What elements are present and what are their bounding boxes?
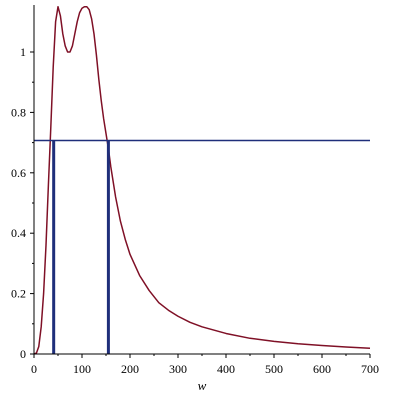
y-tick-label-5: 1 [20,45,26,59]
y-tick-label-1: 0.2 [11,287,26,301]
x-tick-label-0: 0 [31,362,37,376]
x-tick-labels-group: 0 100 200 300 400 500 600 700 [31,362,379,376]
x-tick-label-2: 200 [121,362,139,376]
x-tick-label-3: 300 [169,362,187,376]
x-tick-label-5: 500 [265,362,283,376]
axis-ticks-group [30,51,371,358]
y-tick-label-4: 0.8 [11,105,26,119]
x-tick-label-7: 700 [361,362,379,376]
y-tick-label-0: 0 [20,347,26,361]
y-tick-label-3: 0.6 [11,166,26,180]
chart-vertical-lines-group [52,140,110,354]
x-axis-title: w [198,378,207,393]
x-tick-label-6: 600 [313,362,331,376]
chart-series-group [33,5,371,355]
x-tick-label-4: 400 [217,362,235,376]
y-tick-labels-group: 0 0.2 0.4 0.6 0.8 1 [11,45,26,361]
y-tick-label-2: 0.4 [11,226,26,240]
x-tick-label-1: 100 [73,362,91,376]
series-line-0 [33,5,371,355]
